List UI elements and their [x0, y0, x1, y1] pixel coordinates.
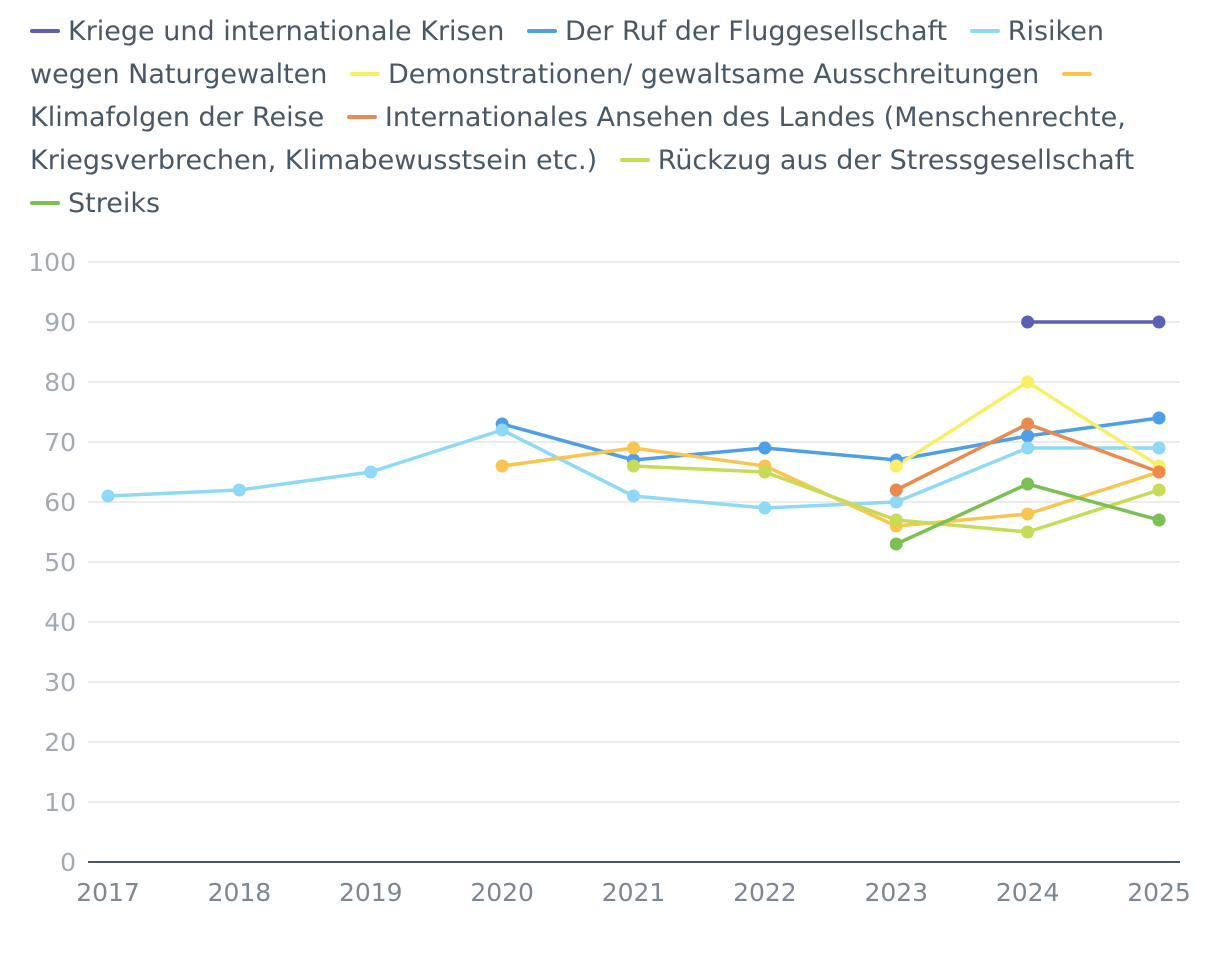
data-point[interactable]	[889, 483, 903, 497]
legend-swatch	[346, 114, 377, 119]
chart-legend: Kriege und internationale Krisen Der Ruf…	[30, 10, 1190, 225]
data-point[interactable]	[232, 483, 246, 497]
data-point[interactable]	[1021, 477, 1035, 491]
legend-item[interactable]: Kriege und internationale Krisen	[30, 16, 504, 47]
legend-label: Klimafolgen der Reise	[30, 102, 325, 133]
legend-label: Streiks	[68, 188, 161, 219]
y-tick-label: 80	[44, 368, 76, 397]
legend-label: Der Ruf der Fluggesellschaft	[564, 16, 948, 47]
data-point[interactable]	[758, 501, 772, 515]
legend-label: Kriege und internationale Krisen	[68, 16, 505, 47]
series-lines	[106, 320, 1161, 546]
y-tick-label: 50	[44, 548, 76, 577]
y-tick-label: 60	[44, 488, 76, 517]
legend-swatch	[1061, 71, 1092, 76]
data-point[interactable]	[1152, 315, 1166, 329]
y-tick-label: 100	[28, 248, 76, 277]
y-tick-label: 70	[44, 428, 76, 457]
legend-label: Rückzug aus der Stressgesellschaft	[657, 145, 1135, 176]
data-point[interactable]	[1021, 525, 1035, 539]
data-point[interactable]	[1021, 375, 1035, 389]
legend-swatch	[619, 157, 650, 162]
data-point[interactable]	[1152, 513, 1166, 527]
x-tick-label: 2024	[996, 878, 1060, 907]
data-point[interactable]	[495, 459, 509, 473]
data-point[interactable]	[1021, 441, 1035, 455]
x-tick-label: 2021	[602, 878, 666, 907]
data-point[interactable]	[1021, 417, 1035, 431]
legend-item[interactable]: Der Ruf der Fluggesellschaft	[526, 16, 948, 47]
legend-label: Risiken wegen Naturgewalten	[30, 16, 1104, 90]
legend-item[interactable]: Rückzug aus der Stressgesellschaft	[619, 145, 1135, 176]
series-points	[101, 315, 1166, 551]
x-axis-ticks: 2017 2018 2019 2020 2021 2022 2023 2024 2025	[76, 878, 1191, 907]
data-point[interactable]	[101, 489, 115, 503]
legend-swatch	[969, 28, 1000, 33]
data-point[interactable]	[1021, 429, 1035, 443]
x-tick-label: 2023	[864, 878, 928, 907]
x-tick-label: 2019	[339, 878, 403, 907]
data-point[interactable]	[627, 459, 640, 473]
data-point[interactable]	[1152, 465, 1166, 479]
legend-swatch	[526, 28, 557, 33]
y-tick-label: 0	[60, 848, 76, 877]
y-tick-label: 40	[44, 608, 76, 637]
y-tick-label: 20	[44, 728, 76, 757]
data-point[interactable]	[1152, 411, 1166, 425]
legend-item[interactable]: Streiks	[30, 188, 160, 219]
legend-label: Demonstrationen/ gewaltsame Ausschreitun…	[388, 59, 1040, 90]
x-tick-label: 2025	[1127, 878, 1191, 907]
data-point[interactable]	[495, 423, 509, 437]
x-tick-label: 2017	[76, 878, 140, 907]
data-point[interactable]	[1152, 441, 1166, 455]
y-tick-label: 10	[44, 788, 76, 817]
legend-item[interactable]: Demonstrationen/ gewaltsame Ausschreitun…	[350, 59, 1039, 90]
data-point[interactable]	[889, 537, 903, 551]
data-point[interactable]	[758, 465, 772, 479]
data-point[interactable]	[1021, 507, 1035, 521]
legend-item[interactable]: Klimafolgen der Reise	[30, 59, 1100, 133]
data-point[interactable]	[1152, 483, 1166, 497]
y-tick-label: 90	[44, 308, 76, 337]
data-point[interactable]	[1021, 315, 1035, 329]
legend-swatch	[350, 71, 380, 76]
x-tick-label: 2022	[733, 878, 797, 907]
data-point[interactable]	[627, 489, 640, 503]
x-tick-label: 2020	[470, 878, 534, 907]
legend-swatch	[30, 200, 60, 205]
series-line	[500, 446, 1161, 528]
legend-swatch	[30, 28, 60, 33]
y-axis-ticks: 0 10 20 30 40 50 60 70 80 90 100	[28, 248, 76, 877]
legend-item[interactable]: Internationales Ansehen des Landes (Mens…	[30, 102, 1126, 176]
data-point[interactable]	[364, 465, 378, 479]
data-point[interactable]	[889, 459, 903, 473]
data-point[interactable]	[889, 495, 903, 509]
data-point[interactable]	[758, 441, 772, 455]
y-tick-label: 30	[44, 668, 76, 697]
data-point[interactable]	[889, 513, 903, 527]
x-tick-label: 2018	[208, 878, 272, 907]
data-point[interactable]	[627, 441, 640, 455]
legend-label: Internationales Ansehen des Landes (Mens…	[30, 102, 1126, 176]
legend-item[interactable]: Risiken wegen Naturgewalten	[30, 16, 1104, 90]
